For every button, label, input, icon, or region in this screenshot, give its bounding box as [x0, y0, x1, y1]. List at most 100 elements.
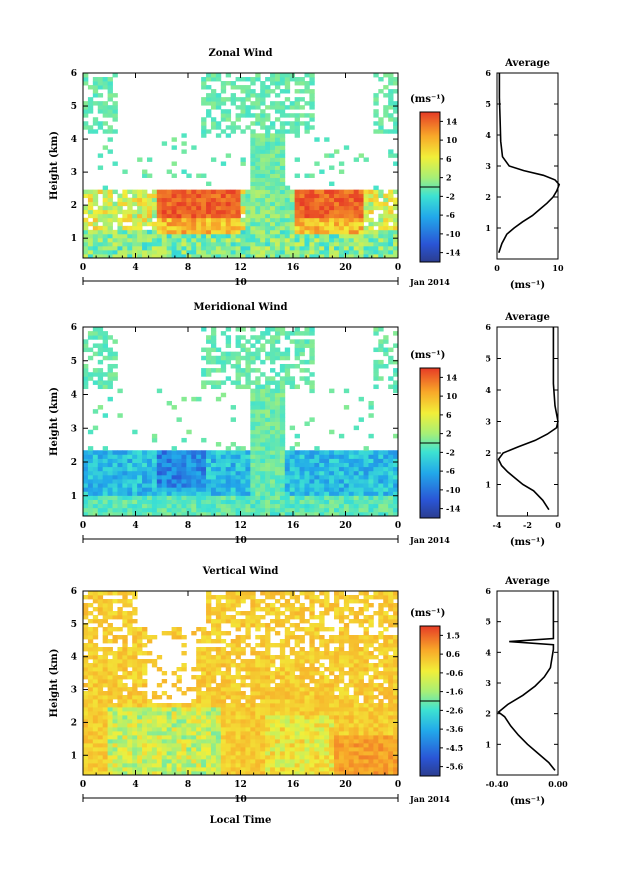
heatmap-cell [210, 339, 217, 344]
heatmap-cell [151, 499, 158, 505]
heatmap-cell [87, 335, 94, 340]
colorbar-tick-label: 6 [446, 410, 452, 420]
heatmap-cell [156, 719, 163, 724]
heatmap-cell [348, 474, 355, 480]
colorbar-unit: (ms⁻¹) [410, 94, 445, 105]
heatmap-cell [127, 735, 133, 740]
heatmap-cell [132, 511, 138, 517]
heatmap-cell [383, 450, 389, 455]
heatmap-cell [230, 603, 236, 608]
heatmap-cell [225, 695, 232, 700]
heatmap-cell [137, 209, 143, 215]
heatmap-cell [210, 245, 217, 251]
heatmap-cell [97, 229, 104, 235]
heatmap-cell [112, 599, 118, 604]
heatmap-cell [107, 763, 113, 768]
heatmap-cell [338, 233, 345, 239]
heatmap-cell [255, 450, 261, 455]
heatmap-cell [210, 157, 217, 162]
heatmap-cell [225, 189, 232, 195]
heatmap-cell [201, 209, 207, 215]
heatmap-cell [112, 671, 118, 676]
heatmap-cell [260, 89, 266, 94]
heatmap-cell [314, 599, 320, 604]
heatmap-cell [235, 739, 241, 744]
heatmap-cell [97, 751, 104, 756]
heatmap-cell [245, 339, 251, 344]
heatmap-cell [83, 631, 89, 636]
heatmap-cell [324, 487, 330, 492]
heatmap-cell [289, 671, 296, 676]
heatmap-cell [107, 93, 113, 98]
heatmap-cell [279, 743, 286, 748]
heatmap-cell [324, 763, 330, 768]
heatmap-cell [274, 129, 281, 134]
heatmap-cell [235, 229, 241, 235]
heatmap-cell [270, 339, 276, 344]
heatmap-cell [368, 474, 374, 480]
heatmap-cell [137, 711, 143, 716]
heatmap-cell [279, 73, 286, 78]
heatmap-cell [363, 225, 369, 231]
heatmap-cell [353, 197, 360, 203]
heatmap-cell [112, 635, 118, 640]
heatmap-cell [220, 331, 227, 336]
heatmap-cell [294, 470, 300, 476]
heatmap-cell [338, 466, 345, 472]
heatmap-cell [107, 699, 113, 704]
heatmap-cell [240, 499, 246, 505]
heatmap-cell [83, 458, 89, 463]
heatmap-cell [83, 450, 89, 455]
heatmap-cell [146, 659, 153, 664]
heatmap-cell [309, 237, 315, 243]
heatmap-cell [245, 671, 251, 676]
heatmap-cell [220, 615, 227, 620]
heatmap-cell [260, 161, 266, 166]
heatmap-cell [225, 751, 232, 756]
heatmap-cell [87, 499, 94, 505]
heatmap-cell [201, 77, 207, 82]
heatmap-cell [338, 249, 345, 255]
heatmap-cell [201, 635, 207, 640]
heatmap-cell [314, 507, 320, 513]
heatmap-cell [274, 161, 281, 166]
heatmap-cell [348, 479, 355, 484]
heatmap-cell [255, 121, 261, 126]
heatmap-cell [206, 249, 212, 255]
heatmap-cell [265, 351, 271, 357]
heatmap-cell [225, 691, 232, 696]
heatmap-cell [304, 695, 310, 700]
heatmap-cell [299, 627, 305, 632]
heatmap-cell [378, 249, 384, 255]
heatmap-cell [196, 687, 202, 692]
heatmap-cell [161, 495, 168, 500]
heatmap-cell [83, 462, 89, 468]
heatmap-cell [83, 663, 89, 668]
heatmap-cell [206, 599, 212, 604]
heatmap-cell [274, 109, 281, 114]
heatmap-cell [151, 253, 158, 259]
heatmap-cell [338, 470, 345, 476]
heatmap-cell [83, 372, 89, 377]
heatmap-cell [122, 491, 128, 496]
heatmap-cell [220, 225, 227, 231]
heatmap-cell [324, 711, 330, 716]
heatmap-cell [117, 699, 123, 704]
heatmap-cell [255, 376, 261, 381]
heatmap-cell [309, 73, 315, 78]
heatmap-cell [215, 458, 222, 463]
heatmap-cell [274, 185, 281, 191]
heatmap-cell [156, 507, 163, 513]
heatmap-cell [146, 739, 153, 744]
heatmap-cell [206, 759, 212, 764]
heatmap-cell [87, 723, 94, 728]
heatmap-cell [284, 77, 291, 82]
colorbar-tick-label: -10 [446, 485, 461, 495]
heatmap-cell [245, 659, 251, 664]
heatmap-cell [265, 193, 271, 199]
heatmap-cell [107, 384, 113, 390]
heatmap-cell [176, 727, 182, 732]
heatmap-cell [260, 727, 266, 732]
heatmap-cell [122, 651, 128, 656]
heatmap-cell [255, 703, 261, 708]
